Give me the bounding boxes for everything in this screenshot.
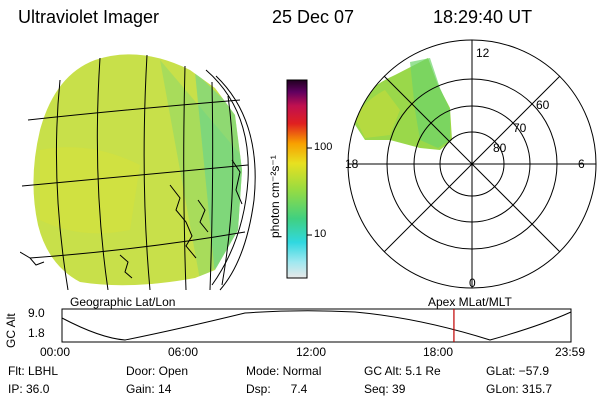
colorbar-tick-10: 10 — [314, 228, 327, 240]
info-mode: Mode: Normal — [246, 364, 322, 378]
mlt-label-6: 6 — [578, 157, 585, 171]
info-seq: Seq: 39 — [364, 382, 406, 396]
info-gc-alt: GC Alt: 5.1 Re — [364, 364, 441, 378]
altplot-ylabel: GC Alt — [4, 313, 18, 348]
info-door: Door: Open — [126, 364, 189, 378]
colorbar-tick-100: 100 — [314, 141, 333, 153]
info-filter: Flt: LBHL — [8, 364, 59, 378]
altplot-xtick-1800: 18:00 — [423, 345, 454, 359]
altplot-xtick-1200: 12:00 — [296, 345, 327, 359]
altplot-xtick-0600: 06:00 — [168, 345, 199, 359]
left-panel-caption: Geographic Lat/Lon — [70, 295, 176, 309]
date-label: 25 Dec 07 — [272, 7, 355, 27]
info-gain: Gain: 14 — [126, 382, 172, 396]
altitude-curve — [61, 310, 572, 341]
altplot-xtick-0000: 00:00 — [40, 345, 71, 359]
instrument-title: Ultraviolet Imager — [18, 7, 160, 27]
info-dsp: Dsp: 7.4 — [246, 382, 308, 396]
altplot-ymax: 9.0 — [28, 306, 45, 320]
info-ip: IP: 36.0 — [8, 382, 50, 396]
mlat-label-80: 80 — [493, 141, 507, 155]
mlt-label-0: 0 — [469, 276, 476, 290]
time-label: 18:29:40 UT — [433, 7, 533, 27]
mlt-label-12: 12 — [476, 46, 490, 60]
right-panel-caption: Apex MLat/MLT — [428, 295, 512, 309]
mlat-label-70: 70 — [513, 121, 527, 135]
mlt-label-18: 18 — [345, 157, 359, 171]
info-glat: GLat: −57.9 — [486, 364, 550, 378]
altplot-ymin: 1.8 — [28, 326, 45, 340]
info-glon: GLon: 315.7 — [486, 382, 553, 396]
mlat-label-60: 60 — [536, 98, 550, 112]
altplot-xtick-2359: 23:59 — [555, 345, 586, 359]
